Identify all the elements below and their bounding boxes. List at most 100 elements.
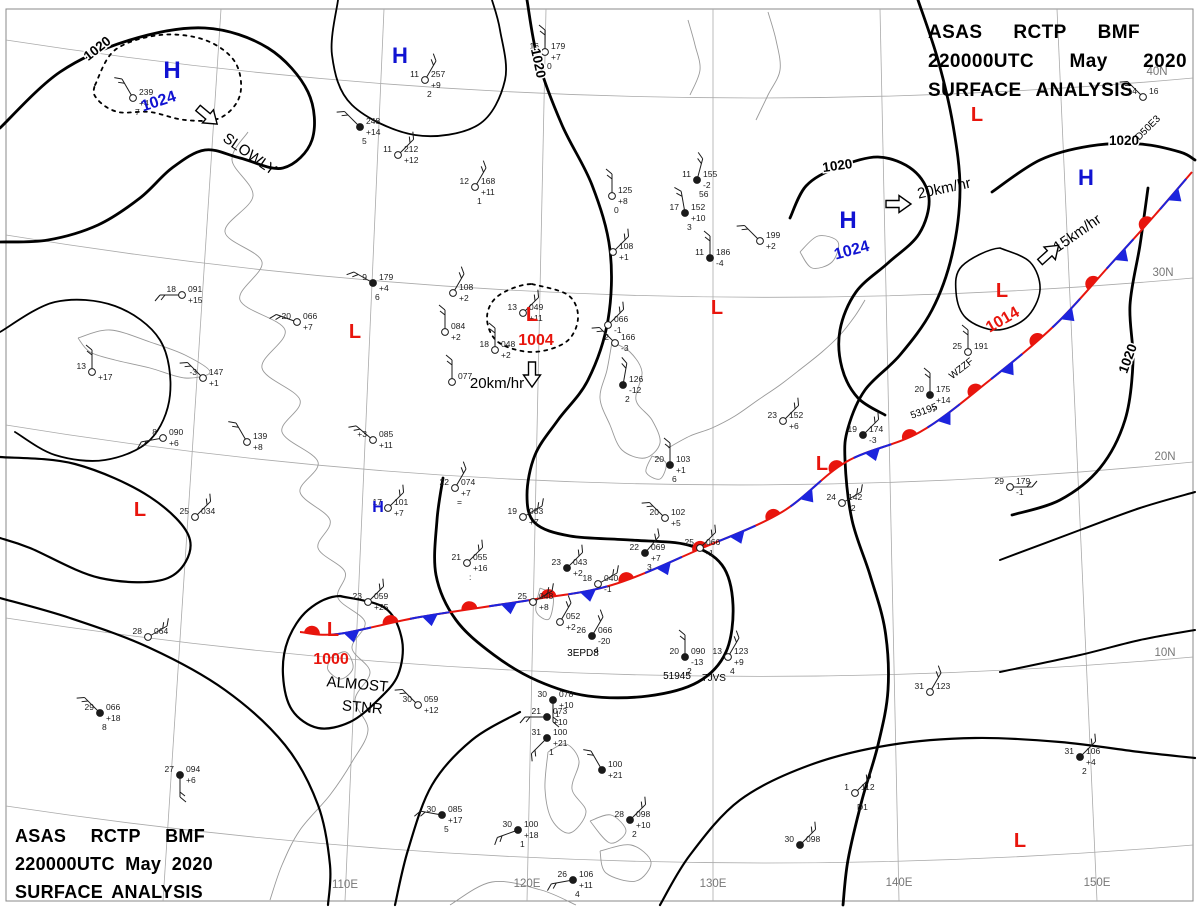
barb-tick [640, 801, 643, 809]
station-plot: 18 091+15 [154, 284, 203, 305]
station-tendency: +11 [579, 880, 593, 890]
longitude-label: 140E [886, 877, 913, 889]
station-plot: 19 083+7 [508, 498, 544, 527]
station-tendency: +2 [566, 622, 576, 632]
annotation-51945: 51945 [663, 671, 691, 682]
station-tendency: +14 [936, 395, 951, 405]
barb-shaft [497, 830, 516, 838]
barb-shaft [568, 552, 583, 567]
station-tendency: +17 [98, 372, 113, 382]
station-temp: 31 [915, 681, 925, 691]
station-tendency: -2 [703, 180, 711, 190]
station-plot: +3 085+11 [348, 425, 393, 450]
station-plot: 11 155-256 [682, 152, 717, 199]
station-tendency: +8 [539, 602, 549, 612]
station-symbol-clear [611, 339, 619, 347]
station-plot: 11 212+12 [383, 131, 419, 165]
station-pressure: 066 [614, 314, 628, 324]
barb-tick [402, 484, 405, 493]
station-tendency: +2 [573, 568, 583, 578]
station-tendency: +9 [431, 80, 441, 90]
front-marker-warm [461, 601, 478, 611]
station-symbol-overcast [96, 709, 104, 717]
station-symbol-clear [394, 151, 402, 159]
front-marker-cold [800, 488, 814, 503]
wind-barb [561, 595, 572, 620]
station-symbol-clear [384, 504, 392, 512]
wind-barb [614, 228, 630, 251]
station-pressure: 066 [303, 311, 317, 321]
station-tendency: +11 [379, 440, 393, 450]
barb-tick [205, 498, 208, 506]
wind-barb [678, 629, 686, 654]
isobar-line [999, 491, 1196, 561]
isobar-line [990, 142, 1197, 194]
station-tendency: +11 [529, 313, 543, 323]
station-tendency: -20 [598, 636, 611, 646]
station-plot: 13 049+11 [508, 289, 543, 323]
station-pressure: 147 [209, 367, 223, 377]
station-pressure: 084 [451, 321, 465, 331]
station-tendency: +1 [619, 252, 629, 262]
station-tendency: -4 [716, 258, 724, 268]
station-plot: 199+2 [736, 224, 780, 251]
wind-barb [663, 437, 671, 462]
isobar-value-label: 1020 [81, 33, 114, 63]
front-line-cold [299, 171, 1193, 636]
station-pressure: 152 [789, 410, 803, 420]
station-symbol-clear [964, 348, 972, 356]
station-plot: 18 040-1 [583, 565, 619, 594]
station-symbol-clear [608, 192, 616, 200]
station-plot: 066-1 [604, 301, 628, 335]
station-tendency: +8 [253, 442, 263, 452]
isobar-line [788, 155, 931, 417]
geo-labels: 40N 30N 20N 10N 110E 120E 130E 140E 150E [332, 66, 1176, 891]
station-plot: 30 098 [785, 821, 820, 849]
station-symbol-clear [609, 248, 617, 256]
barb-tick [710, 529, 713, 537]
title-word: 220000UTC [15, 854, 115, 874]
station-extra: 4 [594, 645, 599, 655]
barb-tick [137, 441, 142, 449]
station-plot: 077 [445, 354, 472, 386]
coastline [599, 844, 652, 882]
barb-tick [538, 24, 546, 31]
barb-tick [1090, 738, 1093, 746]
wind-barb [76, 696, 99, 712]
barb-tick [641, 501, 650, 504]
station-tendency: +2 [501, 350, 511, 360]
station-symbol-overcast [681, 653, 689, 661]
parallel-line [5, 234, 1194, 298]
barb-shaft [561, 602, 572, 620]
title-word: RCTP [90, 826, 141, 846]
wind-barb [525, 498, 544, 516]
station-plot: 125+80 [605, 168, 632, 215]
barb-tick [714, 524, 717, 533]
station-pressure: 108 [619, 241, 633, 251]
station-temp: 29 [85, 702, 95, 712]
pressure-value: 1014 [983, 304, 1022, 337]
station-temp: 22 [630, 542, 640, 552]
wind-barb [864, 411, 880, 434]
wind-barb [729, 630, 740, 655]
station-symbol-clear [696, 544, 704, 552]
station-pressure: 098 [636, 809, 650, 819]
annotation-7jvs: 7JVS [702, 673, 726, 684]
station-symbol-overcast [588, 632, 596, 640]
wind-barb [369, 578, 385, 601]
station-temp: 28 [133, 626, 143, 636]
front-marker-cold [1114, 248, 1129, 262]
station-tendency: +6 [186, 775, 196, 785]
barb-shaft [744, 225, 759, 240]
station-temp: 13 [508, 302, 518, 312]
station-tendency: +7 [303, 322, 313, 332]
station-symbol-clear [519, 513, 527, 521]
barb-tick [541, 498, 544, 507]
latitude-label: 10N [1154, 647, 1175, 659]
station-symbol-clear [556, 618, 564, 626]
station-plot: 19 174-3 [848, 411, 883, 445]
latitude-label: 40N [1146, 66, 1167, 78]
